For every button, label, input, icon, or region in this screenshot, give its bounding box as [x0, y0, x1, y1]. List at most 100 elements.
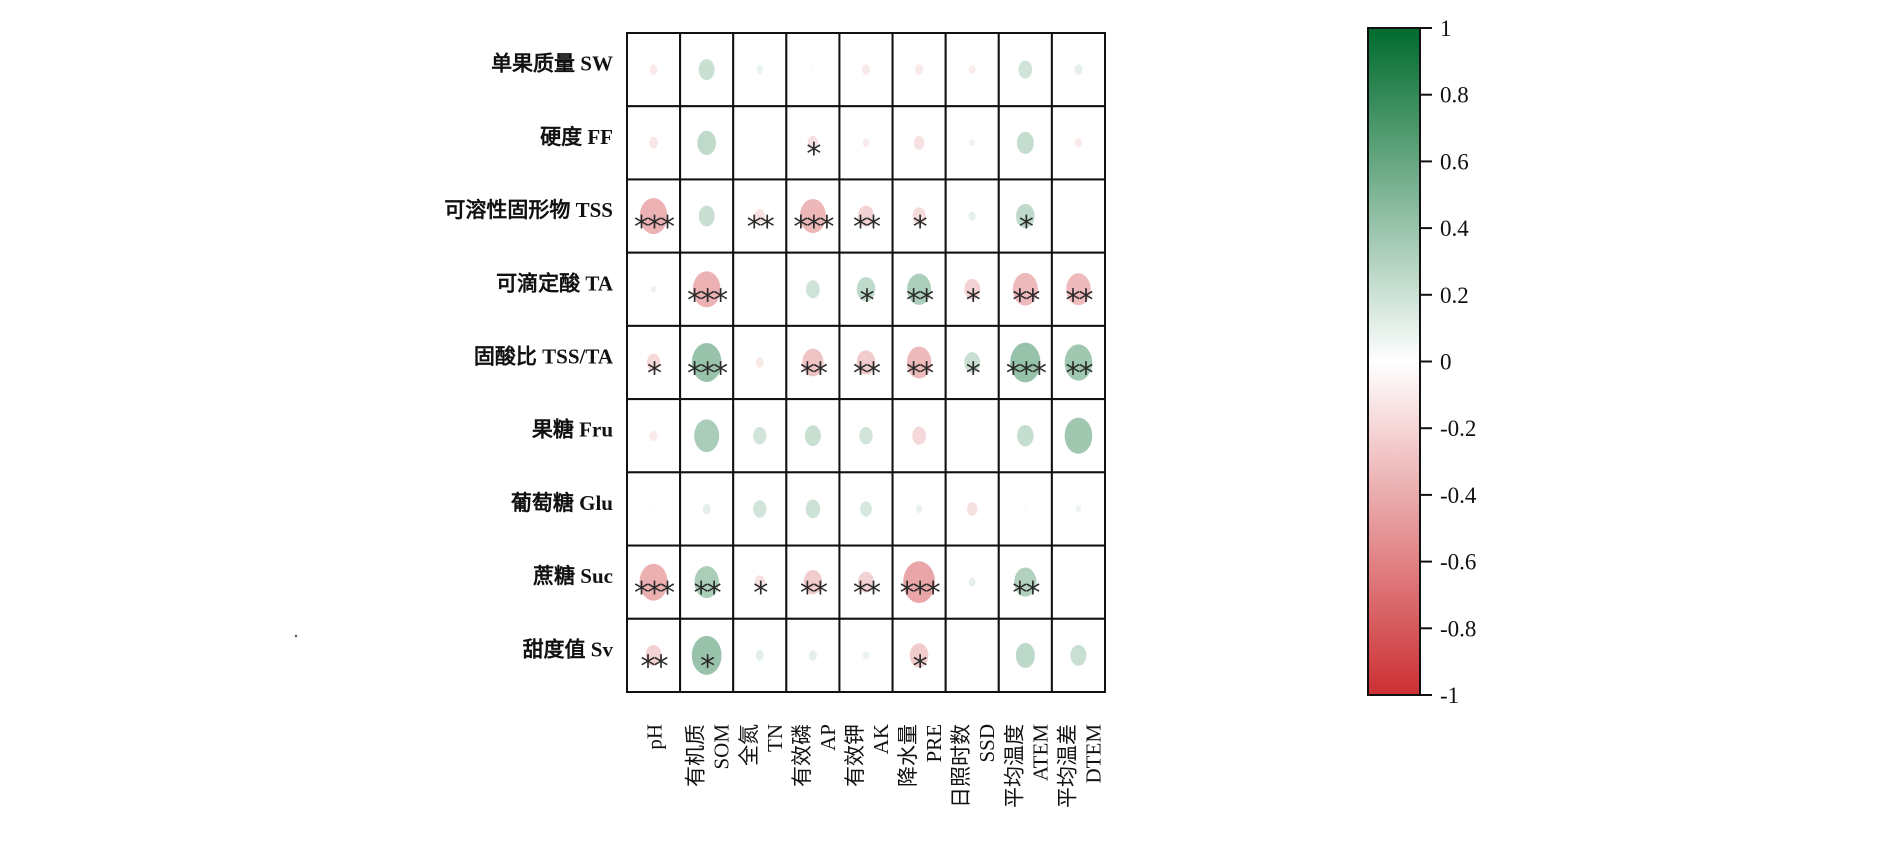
matrix-cell [944, 105, 1000, 181]
matrix-cell: ** [997, 544, 1053, 620]
correlation-circle [1077, 581, 1080, 584]
matrix-cell: *** [785, 178, 841, 254]
correlation-circle [698, 59, 715, 81]
column-label: 有效钾 [843, 724, 867, 787]
correlation-circle [912, 207, 926, 225]
correlation-circle [803, 569, 823, 595]
correlation-circle [971, 434, 974, 437]
significance-mark: ** [906, 357, 934, 392]
matrix-cell [732, 471, 788, 547]
matrix-cell [891, 471, 947, 547]
correlation-circle [754, 575, 766, 590]
matrix-cell [785, 471, 841, 547]
correlation-circle [649, 430, 658, 441]
correlation-circle [805, 499, 821, 519]
column-label: 有效磷 [790, 724, 814, 787]
matrix-cell: *** [891, 544, 947, 620]
correlation-circle [1075, 505, 1082, 513]
matrix-cell: * [997, 178, 1053, 254]
matrix-cell [626, 471, 682, 547]
correlation-circle [1010, 342, 1041, 383]
column-label: DTEM [1081, 724, 1105, 784]
correlation-circle [649, 136, 659, 149]
column-label: 全氮 [737, 724, 761, 766]
correlation-circle [1014, 567, 1037, 597]
correlation-circle [691, 343, 722, 382]
matrix-cell: ** [838, 178, 894, 254]
row-label: 甜度值 Sv [523, 637, 614, 661]
correlation-circle [968, 65, 976, 75]
matrix-cell: *** [626, 544, 682, 620]
matrix-cell [679, 105, 735, 181]
correlation-circle [753, 500, 767, 518]
correlation-circle [862, 64, 870, 75]
column-label: AK [869, 724, 893, 754]
colorbar-gradient [1367, 27, 1421, 696]
matrix-cell [785, 32, 841, 108]
matrix-cell [1050, 105, 1107, 181]
column-label: PRE [922, 724, 946, 763]
correlation-circle [754, 209, 766, 224]
significance-mark: * [966, 357, 981, 392]
correlation-circle [639, 563, 668, 601]
matrix-cells: **** ** *** ** * **** * ** * ** *** *** ** ** ** * *** **… [626, 32, 1107, 693]
row-label: 蔗糖 Suc [532, 564, 613, 588]
significance-mark: * [806, 137, 821, 172]
matrix-cell [679, 471, 735, 547]
correlation-circle [862, 138, 870, 148]
matrix-cell [732, 105, 788, 181]
matrix-cell [732, 251, 788, 327]
correlation-circle [971, 654, 973, 657]
matrix-cell [944, 617, 1000, 693]
significance-mark: *** [634, 576, 675, 611]
correlation-circle [1024, 507, 1027, 511]
colorbar-tick-label: -0.6 [1440, 550, 1476, 575]
significance-mark: ** [1012, 576, 1040, 611]
matrix-cell [997, 471, 1053, 547]
matrix-cell [1050, 178, 1107, 254]
matrix-cell: *** [626, 178, 682, 254]
correlation-circle [694, 566, 719, 599]
matrix-cell [732, 32, 788, 108]
significance-mark: * [647, 357, 662, 392]
correlation-circle [1074, 64, 1083, 75]
matrix-cell: ** [679, 544, 735, 620]
significance-mark: ** [1012, 283, 1040, 318]
matrix-cell [732, 617, 788, 693]
matrix-cell: * [785, 105, 841, 181]
cell-border [1050, 398, 1107, 474]
significance-mark: ** [853, 576, 881, 611]
correlation-circle [1077, 214, 1080, 218]
correlation-circle [694, 419, 720, 453]
correlation-circle [862, 651, 870, 660]
correlation-circle [969, 139, 975, 147]
significance-mark: *** [687, 357, 728, 392]
matrix-cell [944, 544, 1000, 620]
significance-mark: ** [800, 357, 828, 392]
matrix-cell [626, 105, 682, 181]
matrix-cell: * [838, 251, 894, 327]
matrix-cell: * [891, 178, 947, 254]
row-label: 可溶性固形物 TSS [444, 198, 613, 222]
matrix-cell: * [732, 544, 788, 620]
correlation-circle [909, 643, 929, 668]
matrix-cell: ** [1050, 251, 1107, 327]
column-label: 降水量 [896, 724, 920, 787]
colorbar: 1 0.8 0.6 0.4 0.2 0 -0.2 -0.4 -0.6 -0.8 -1 [1367, 16, 1477, 708]
matrix-cell [891, 105, 947, 181]
matrix-cell [1050, 544, 1107, 620]
colorbar-tick-label: 0.2 [1440, 283, 1469, 308]
correlation-circle [915, 64, 924, 75]
matrix-cell [785, 398, 841, 474]
correlation-circle [1015, 642, 1035, 668]
matrix-cell [785, 251, 841, 327]
matrix-cell [997, 617, 1053, 693]
column-label: ATEM [1028, 724, 1052, 781]
colorbar-tick-label: 0.8 [1440, 83, 1469, 108]
correlation-circle [907, 273, 932, 305]
correlation-circle [645, 644, 662, 666]
matrix-cell: * [944, 324, 1000, 401]
correlation-circle [639, 197, 668, 235]
correlation-circle [858, 571, 874, 593]
